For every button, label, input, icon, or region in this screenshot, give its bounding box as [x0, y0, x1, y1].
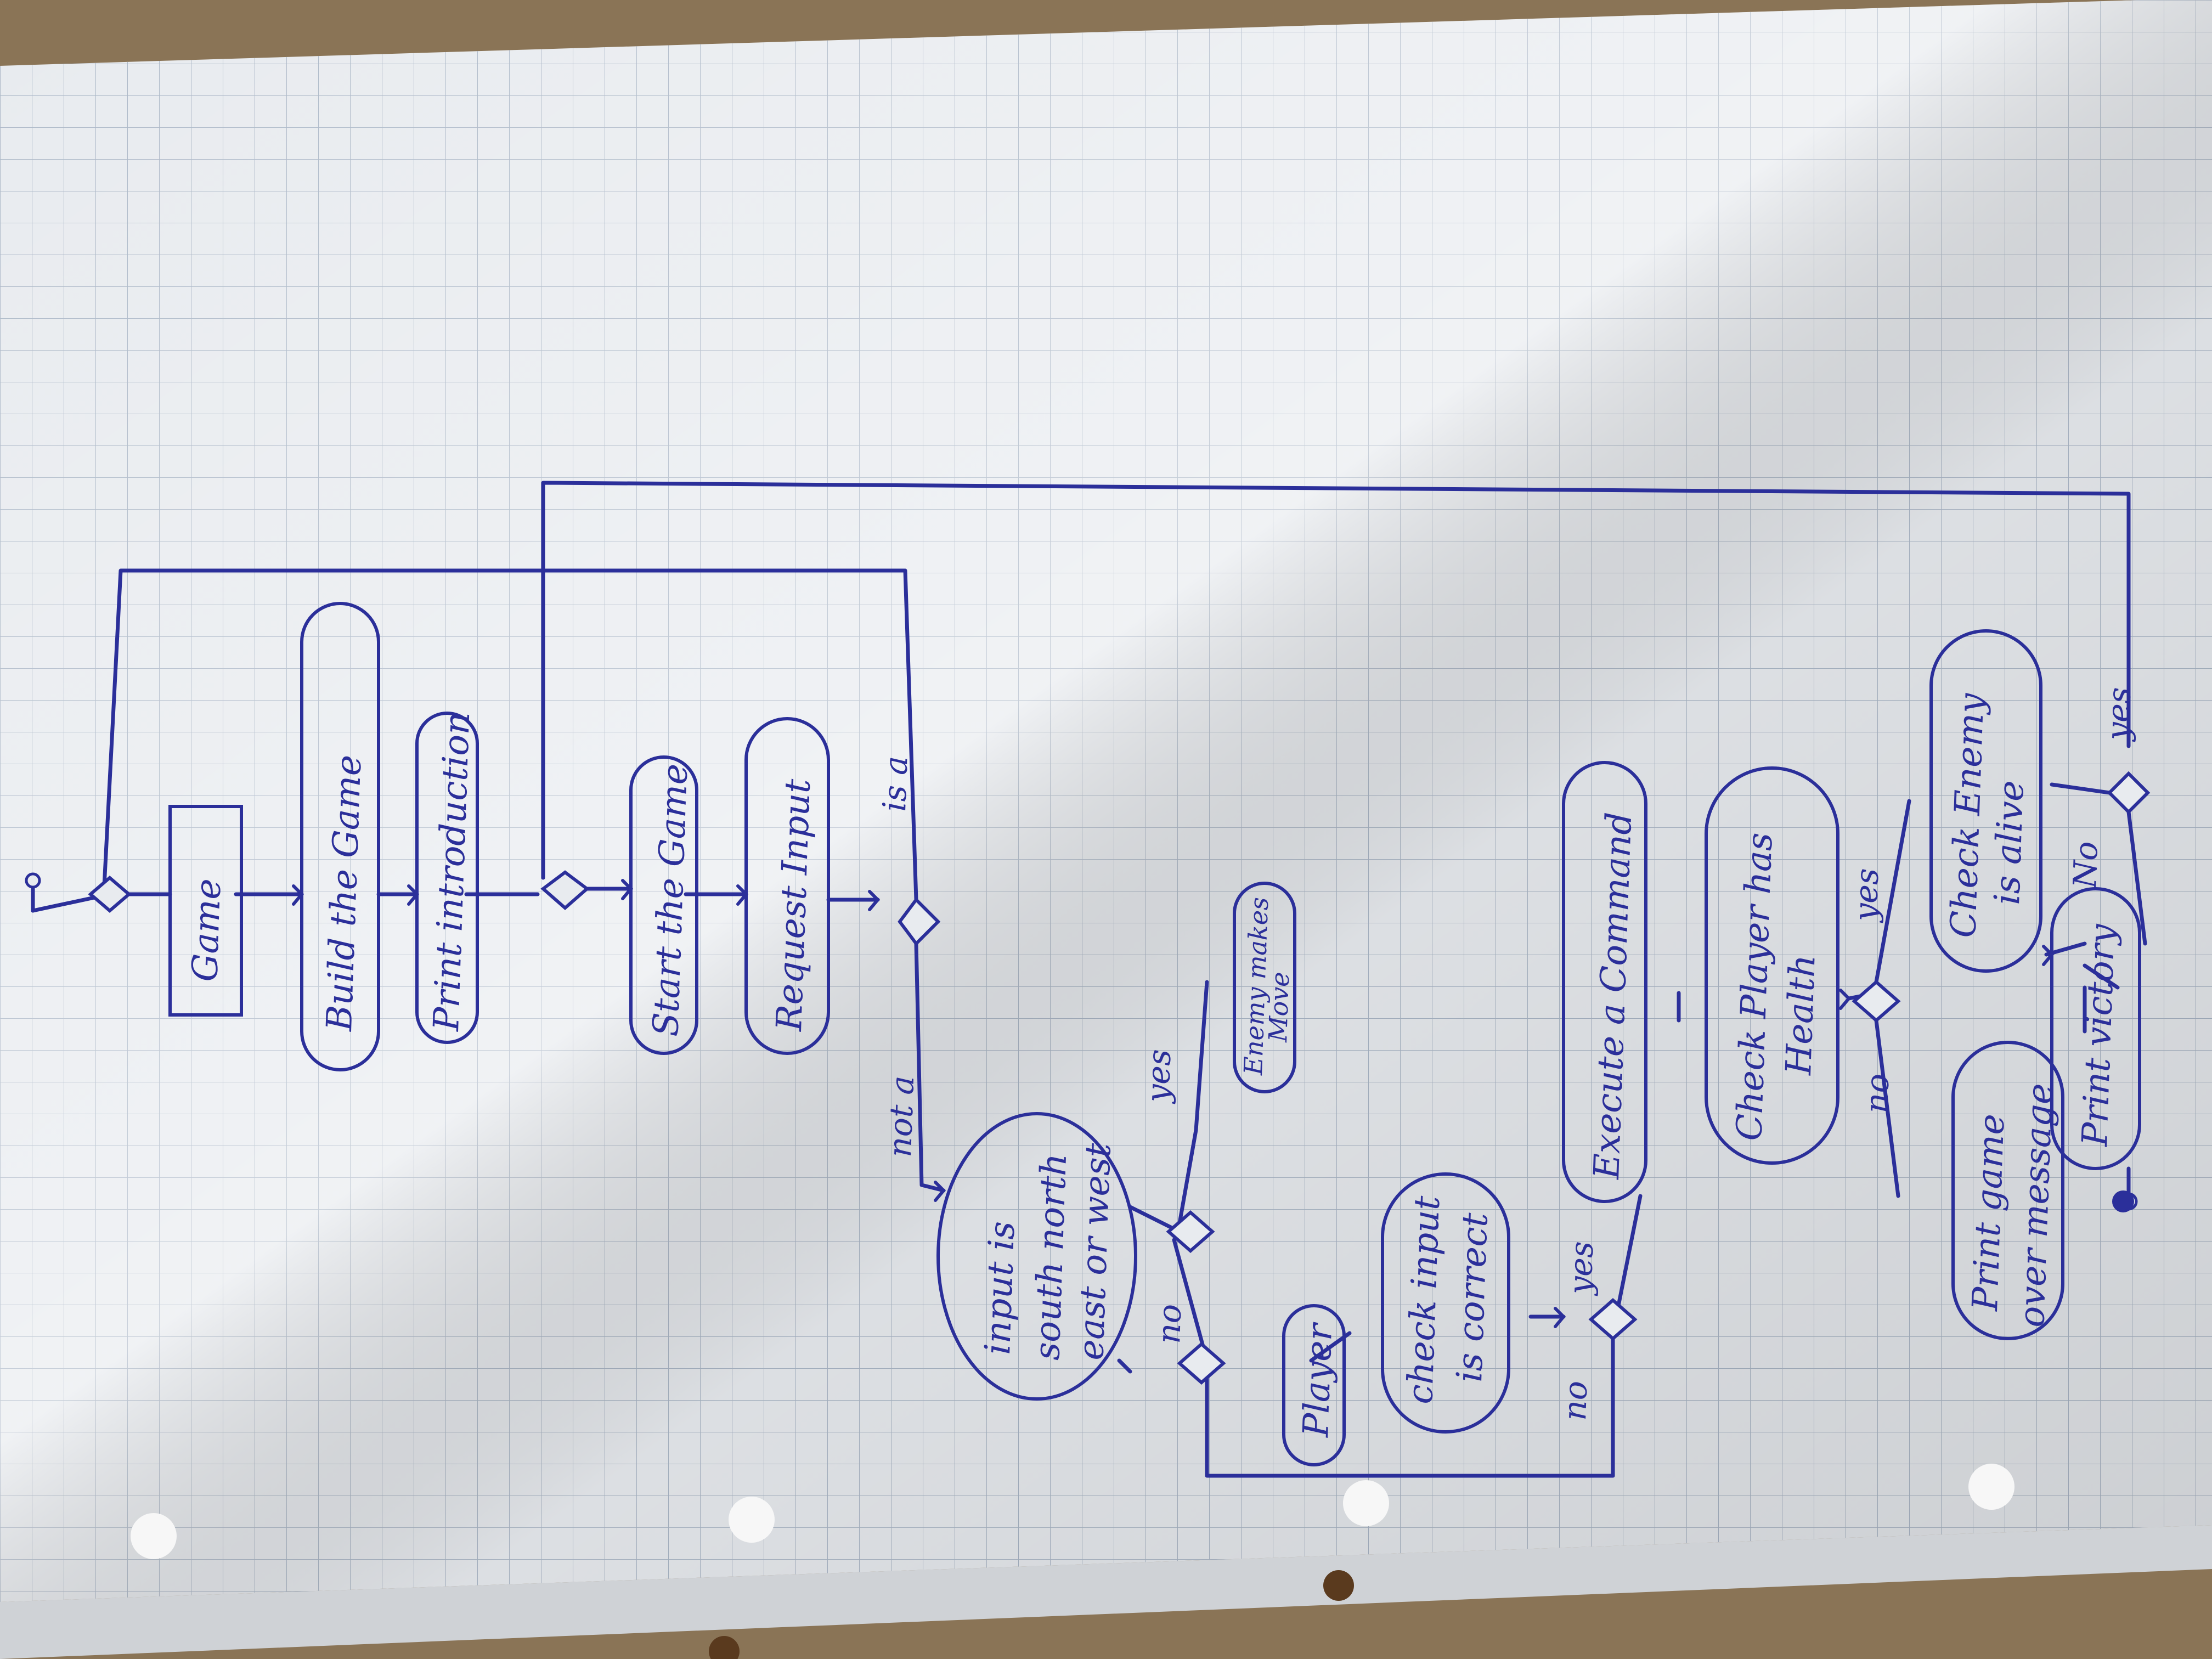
- edge-label-yes-4: yes: [2099, 686, 2138, 742]
- node-check-input-label-1: check input: [1400, 1195, 1448, 1404]
- node-victory: Print victory: [2050, 887, 2141, 1170]
- node-gameover-label-2: over message: [2012, 1082, 2061, 1328]
- punch-hole: [1343, 1480, 1389, 1526]
- edge-label-no-2: no: [1556, 1380, 1594, 1421]
- node-build-label: Build the Game: [319, 754, 370, 1032]
- start-node-icon: [25, 872, 41, 889]
- node-check-input-label-2: is correct: [1449, 1212, 1496, 1383]
- input-type-diamond: [898, 897, 941, 946]
- node-check-input: check input is correct: [1381, 1172, 1510, 1434]
- punch-hole-under: [709, 1636, 740, 1659]
- edge-label-no-3: no: [1858, 1073, 1896, 1114]
- node-gameover: Print game over message: [1951, 1041, 2064, 1340]
- node-game: Game: [168, 805, 243, 1017]
- edge-label-no-1: no: [1150, 1304, 1188, 1345]
- edge-label-yes-2: yes: [1561, 1240, 1600, 1296]
- input-correct-diamond: [1588, 1298, 1638, 1341]
- node-enemy-move-label-2: Move: [1263, 972, 1295, 1043]
- node-direction-label-1: input is: [978, 1221, 1023, 1356]
- node-direction-label-3: east or west: [1071, 1142, 1119, 1361]
- enemy-alive-diamond: [2107, 771, 2151, 815]
- player-diamond: [1177, 1342, 1226, 1385]
- merge-diamond-1: [88, 876, 132, 913]
- decision-diamonds: [88, 771, 2151, 1385]
- edge-label-is-a: is a: [876, 755, 915, 812]
- edge-label-yes-3: yes: [1847, 867, 1886, 923]
- direction-diamond: [1166, 1210, 1215, 1253]
- merge-diamond-2: [540, 870, 590, 910]
- node-enemy-move-label-1: Enemy makes: [1238, 896, 1274, 1076]
- paper-sheet: [0, 0, 2212, 1602]
- node-victory-label: Print victory: [2075, 923, 2123, 1148]
- node-enemy-move: Enemy makes Move: [1233, 882, 1296, 1093]
- paper-edge: [0, 1525, 2212, 1659]
- node-start: Start the Game: [629, 755, 698, 1055]
- node-gameover-label-1: Print game: [1965, 1113, 2013, 1312]
- node-request-label: Request Input: [769, 778, 819, 1032]
- edge-label-not-a: not a: [881, 1075, 921, 1158]
- health-diamond: [1852, 980, 1901, 1023]
- punch-hole: [729, 1497, 775, 1543]
- punch-holes: [131, 1464, 2015, 1559]
- punch-hole: [1968, 1464, 2015, 1510]
- punch-holes-under: [709, 1570, 1354, 1659]
- node-direction-label-2: south north: [1027, 1153, 1075, 1361]
- node-build: Build the Game: [300, 602, 380, 1071]
- punch-hole: [131, 1513, 177, 1559]
- diagram-connectors: [31, 481, 2147, 1478]
- node-request: Request Input: [744, 717, 830, 1055]
- edge-label-no-4: No: [2066, 840, 2105, 890]
- node-player-label: Player: [1296, 1321, 1340, 1438]
- node-health-label-2: Health: [1779, 954, 1824, 1076]
- node-player: Player: [1282, 1304, 1346, 1466]
- punch-hole-under: [1323, 1570, 1354, 1601]
- node-direction: input is south north east or west: [936, 1112, 1137, 1401]
- node-enemy-alive: Check Enemy is alive: [1929, 629, 2042, 973]
- edge-label-yes-1: yes: [1139, 1048, 1178, 1104]
- node-enemy-alive-label-2: is alive: [1987, 780, 2032, 905]
- final-node-icon: [2112, 1190, 2134, 1212]
- node-game-label: Game: [185, 878, 229, 982]
- node-start-label: Start the Game: [646, 763, 696, 1037]
- node-enemy-alive-label-1: Check Enemy: [1943, 692, 1993, 939]
